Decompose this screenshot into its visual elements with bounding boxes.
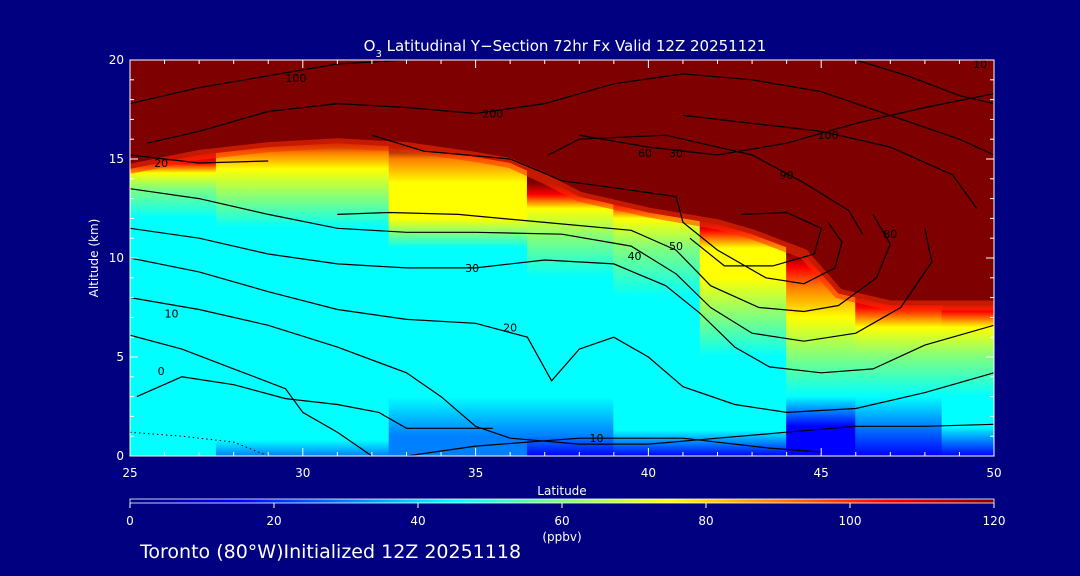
footer-city: Toronto (140, 541, 211, 563)
colorbar-tick-label: 40 (410, 514, 425, 528)
y-tick-label: 10 (109, 251, 124, 265)
contour-line (579, 93, 994, 156)
y-tick-label: 15 (109, 152, 124, 166)
footer-init-text: Initialized 12Z 20251118 (283, 541, 522, 563)
contour-line (371, 134, 843, 285)
x-tick-label: 50 (986, 466, 1001, 480)
contour-label: 100 (285, 72, 306, 85)
forecast-footer: Toronto (80°W)Initialized 12Z 20251118 (140, 541, 521, 563)
contour-label: 20 (503, 321, 517, 334)
contour-label: 80 (883, 228, 897, 241)
contour-line (130, 154, 269, 164)
contour-label: 10 (973, 58, 987, 71)
colorbar-tick-label: 120 (983, 514, 1006, 528)
contour-label: 60 (638, 147, 652, 160)
contour-label: 90 (780, 169, 794, 182)
y-tick-label: 0 (116, 449, 124, 463)
colorbar-label: (ppbv) (542, 530, 581, 544)
ozone-color-field (130, 60, 994, 456)
colorbar-tick-label: 0 (126, 514, 134, 528)
x-axis-ticks: 25 30 35 40 45 50 (122, 60, 1002, 480)
contour-line (547, 134, 864, 235)
footer-longitude: (80°W) (216, 541, 284, 563)
x-tick-label: 25 (122, 466, 137, 480)
colorbar-tick-label: 80 (698, 514, 713, 528)
colorbar-tick-label: 60 (554, 514, 569, 528)
colorbar-tick-label: 100 (839, 514, 862, 528)
contour-label: 10 (164, 307, 178, 320)
chart-title-rest: Latitudinal Y−Section 72hr Fx Valid 12Z … (382, 37, 767, 55)
contour-label: 200 (482, 107, 503, 120)
contour-line (130, 188, 933, 342)
colorbar (129, 498, 995, 504)
contour-line (130, 60, 407, 105)
x-tick-label: 30 (295, 466, 310, 480)
contour-line (682, 114, 978, 209)
chart-title-species: O (364, 37, 376, 55)
x-tick-label: 45 (814, 466, 829, 480)
chart-title-subscript: 3 (375, 49, 381, 60)
contour-label: 100 (818, 129, 839, 142)
colorbar-tick-label: 20 (266, 514, 281, 528)
y-tick-label: 20 (109, 53, 124, 67)
contour-label: 0 (158, 365, 165, 378)
chart-title: O3 Latitudinal Y−Section 72hr Fx Valid 1… (364, 37, 767, 60)
contour-line (147, 73, 994, 156)
contour-line (130, 297, 994, 445)
contour-line (337, 211, 891, 313)
x-tick-label: 35 (468, 466, 483, 480)
y-tick-label: 5 (116, 350, 124, 364)
contour-line (406, 437, 822, 456)
x-tick-label: 40 (641, 466, 656, 480)
contour-label: 30 (669, 147, 683, 160)
contour-label: 50 (669, 240, 683, 253)
contour-label: 20 (154, 157, 168, 170)
contour-line (130, 227, 994, 374)
colorbar-ticks: 0 20 40 60 80 100 120 (126, 503, 1005, 528)
contour-line (130, 334, 373, 456)
ozone-contours: 0 10 10 20 20 30 30 40 50 60 80 90 100 200 100 10 (130, 58, 994, 456)
tropopause-transition-band (130, 138, 994, 311)
contour-line (130, 257, 994, 414)
contour-line (855, 60, 994, 105)
contour-label: 40 (628, 250, 642, 263)
contour-line (689, 211, 822, 267)
contour-line (136, 376, 493, 429)
y-axis-ticks: 0 5 10 15 20 (109, 53, 994, 463)
contour-label: 10 (590, 432, 604, 445)
dotted-contour-line (130, 431, 269, 456)
contour-label: 30 (465, 262, 479, 275)
y-axis-label: Altitude (km) (87, 219, 101, 298)
x-axis-label: Latitude (537, 484, 586, 498)
